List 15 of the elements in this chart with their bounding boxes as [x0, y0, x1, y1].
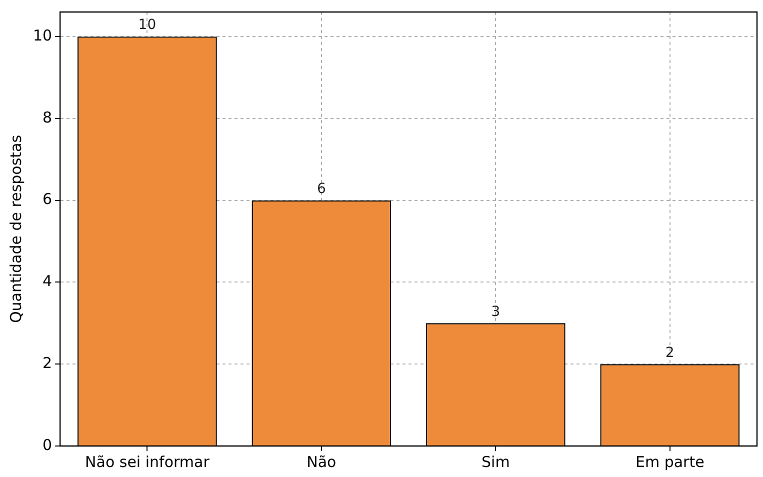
data-label: 10 — [138, 17, 156, 34]
y-tick-label: 10 — [32, 26, 52, 44]
x-tick-label: Não — [306, 452, 336, 471]
x-tick-label: Sim — [482, 452, 510, 471]
y-tick-label: 0 — [42, 436, 52, 454]
data-label: 3 — [491, 304, 500, 320]
y-tick-label: 2 — [42, 354, 52, 372]
y-tick-label: 6 — [42, 190, 52, 208]
x-tick-label: Não sei informar — [85, 452, 210, 471]
data-label: 2 — [665, 344, 674, 361]
y-tick-label: 8 — [42, 108, 52, 126]
y-tick-label: 4 — [42, 272, 52, 290]
y-axis-title: Quantidade de respostas — [6, 134, 25, 324]
data-label: 6 — [316, 180, 326, 197]
x-tick-label: Em parte — [635, 452, 704, 471]
